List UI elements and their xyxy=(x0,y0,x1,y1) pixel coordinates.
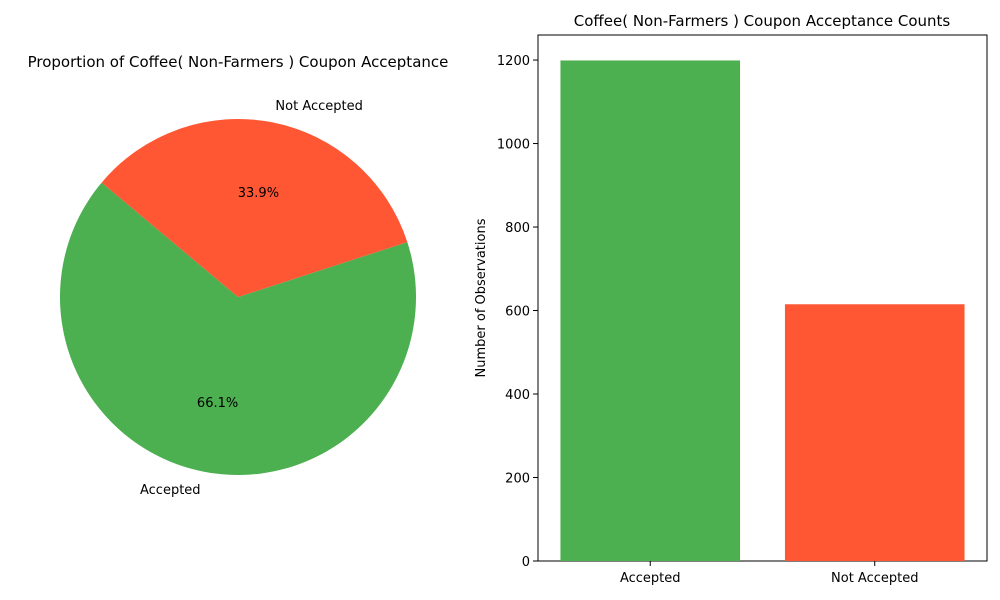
y-tick-label: 200 xyxy=(505,472,530,487)
y-tick-label: 1000 xyxy=(497,138,530,153)
y-tick-label: 600 xyxy=(505,305,530,320)
pie-percent-accepted: 66.1% xyxy=(197,396,238,411)
bar-accepted xyxy=(560,60,741,561)
pie-percent-not-accepted: 33.9% xyxy=(238,186,279,201)
pie-chart: Proportion of Coffee( Non-Farmers ) Coup… xyxy=(28,53,449,498)
y-tick-label: 400 xyxy=(505,388,530,403)
bar-plot-frame xyxy=(537,34,988,562)
y-tick-label: 0 xyxy=(522,555,530,570)
pie-label-accepted: Accepted xyxy=(140,483,201,498)
bar-chart: Coffee( Non-Farmers ) Coupon Acceptance … xyxy=(474,12,988,586)
bar-title: Coffee( Non-Farmers ) Coupon Acceptance … xyxy=(574,12,951,30)
pie-slice-accepted xyxy=(59,182,417,475)
pie-slice-not-accepted xyxy=(101,119,408,297)
y-tick-label: 1200 xyxy=(497,54,530,69)
pie-label-not-accepted: Not Accepted xyxy=(275,99,362,114)
y-tick-label: 800 xyxy=(505,221,530,236)
x-tick-label-accepted: Accepted xyxy=(620,571,681,586)
x-tick-label-not-accepted: Not Accepted xyxy=(831,571,918,586)
pie-title: Proportion of Coffee( Non-Farmers ) Coup… xyxy=(28,53,449,71)
bar-not-accepted xyxy=(784,304,965,561)
bar-y-axis-label: Number of Observations xyxy=(474,218,489,377)
